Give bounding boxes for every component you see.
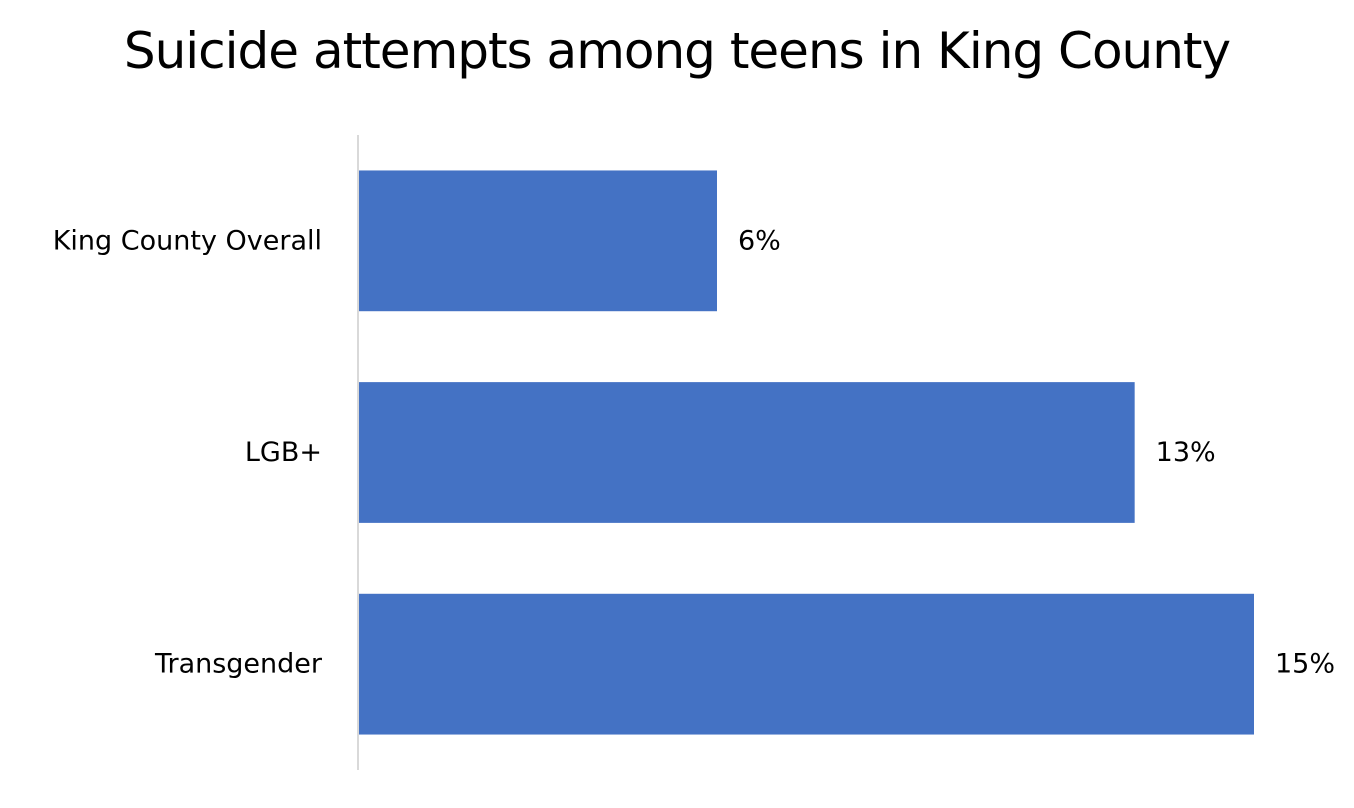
data-label: 6%: [738, 225, 781, 256]
bar-transgender: [359, 593, 1254, 735]
bar-king-county-overall: [359, 170, 717, 312]
category-label: Transgender: [154, 649, 323, 680]
bars-layer: [359, 170, 1254, 735]
data-label: 13%: [1156, 437, 1216, 468]
labels-layer: King County Overall 6% LGB+ 13% Transgender 1…: [53, 225, 1335, 679]
data-label: 15%: [1275, 649, 1335, 680]
chart-title: Suicide attempts among teens in King Cou…: [123, 22, 1231, 80]
category-label: King County Overall: [53, 225, 322, 256]
bar-lgb: [359, 382, 1135, 523]
category-label: LGB+: [245, 437, 322, 468]
